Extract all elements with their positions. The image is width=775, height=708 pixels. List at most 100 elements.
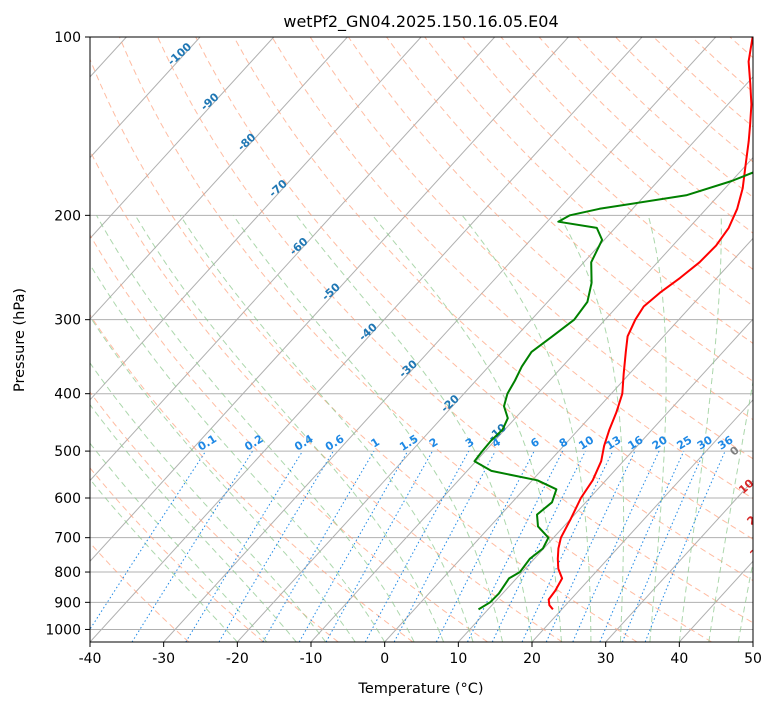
isotherm-line — [90, 37, 275, 240]
dry-adiabat — [90, 313, 414, 642]
isotherm-label: -80 — [235, 130, 259, 153]
moist-adiabat — [647, 215, 667, 642]
moist-adiabat-label: 20 — [745, 508, 765, 528]
x-tick-label: 10 — [449, 651, 467, 667]
x-tick-label: -10 — [300, 651, 323, 667]
dry-adiabat — [347, 37, 753, 421]
mixing-ratio-line — [325, 450, 433, 642]
profile-series — [473, 37, 753, 611]
isotherm-line — [90, 37, 643, 642]
moist-adiabat — [134, 215, 445, 642]
dry-adiabat — [195, 37, 753, 582]
isotherm-line — [752, 641, 753, 642]
isotherm-label: -70 — [266, 177, 290, 200]
dry-adiabat — [90, 391, 339, 642]
dry-adiabat — [653, 37, 753, 128]
mixing-ratio-label: 10 — [576, 433, 596, 452]
mixing-ratio-line — [364, 450, 470, 642]
dry-adiabat — [90, 58, 638, 642]
x-tick-label: 20 — [523, 651, 541, 667]
mixing-ratio-label: 1 — [369, 435, 382, 450]
moist-adiabat — [96, 215, 415, 642]
series-line-dewpoint — [473, 171, 753, 611]
y-tick-label: 800 — [54, 565, 81, 581]
moist-adiabat — [232, 215, 503, 642]
mixing-ratio-label: 25 — [674, 433, 694, 452]
moist-adiabat — [90, 315, 356, 642]
y-tick-label: 400 — [54, 387, 81, 403]
mixing-ratio-label: 3 — [463, 435, 476, 450]
mixing-ratio-line — [621, 450, 705, 642]
y-tick-label: 1000 — [45, 622, 81, 638]
moist-adiabat-label: 10 — [736, 477, 756, 497]
dry-adiabat — [538, 37, 753, 234]
moist-adiabat — [708, 379, 753, 642]
dry-adiabat — [90, 234, 488, 642]
mixing-ratio-label: 0.4 — [292, 432, 316, 454]
y-tick-label: 300 — [54, 313, 81, 329]
y-tick-label: 900 — [54, 595, 81, 611]
isotherm-line — [605, 479, 753, 642]
dry-adiabat — [90, 542, 190, 642]
dry-adiabat — [424, 37, 753, 344]
mixing-ratio-label: 30 — [695, 433, 715, 452]
dry-adiabat — [90, 467, 264, 642]
isotherm-line — [90, 37, 422, 401]
mixing-ratio-label: 8 — [557, 435, 570, 450]
mixing-ratio-line — [90, 450, 207, 631]
mixing-ratio-line — [491, 450, 586, 642]
moist-adiabat — [90, 362, 327, 642]
moist-adiabat — [90, 263, 386, 642]
moist-adiabat — [678, 215, 722, 642]
x-axis-title: Temperature (°C) — [357, 681, 483, 697]
dry-adiabat — [233, 37, 753, 540]
y-tick-label: 600 — [54, 491, 81, 507]
mixing-ratio-label: 2 — [427, 435, 440, 450]
moist-adiabat — [737, 559, 753, 642]
moist-adiabat-label: 30 — [748, 541, 768, 561]
dry-adiabat — [90, 149, 563, 642]
mixing-ratio-line — [572, 450, 660, 642]
moist-adiabat — [90, 442, 268, 642]
dry-adiabat — [576, 37, 753, 198]
isotherm-label: -50 — [319, 280, 343, 303]
y-tick-label: 200 — [54, 208, 81, 224]
isotherm-label: -30 — [396, 357, 420, 380]
dry-adiabat — [462, 37, 753, 307]
isotherm-line — [90, 37, 348, 320]
dry-adiabat — [118, 37, 712, 642]
moist-adiabat — [461, 214, 592, 642]
mixing-ratio-line — [218, 450, 334, 642]
mixing-ratio-label: 0.1 — [196, 432, 219, 453]
dry-adiabat — [157, 37, 753, 624]
x-tick-label: -20 — [226, 651, 249, 667]
mixing-ratio-line — [467, 450, 564, 642]
x-tick-label: 50 — [744, 651, 762, 667]
axes: -40 -30 -20 -10 0 10 20 30 40 5010020030040050060… — [45, 30, 762, 667]
dry-adiabat — [309, 37, 753, 460]
dry-adiabat — [271, 37, 753, 500]
isotherm-label: -40 — [356, 320, 380, 343]
isotherm-label: -90 — [198, 90, 222, 113]
mixing-ratio-line — [599, 450, 685, 642]
mixing-ratio-label: 1.5 — [397, 432, 420, 453]
plot-frame — [89, 36, 754, 643]
mixing-ratio-label: 0.6 — [323, 432, 347, 454]
isopleth-labels: 0.1 0.2 0.4 0.6 1 1.5 2 3 4 6 8 10 13 16 20 25 30 36-100-… — [165, 40, 768, 561]
isotherm-line — [90, 37, 496, 482]
isotherm-line — [90, 37, 569, 563]
y-tick-label: 100 — [54, 30, 81, 46]
mixing-ratio-label: 6 — [528, 435, 542, 450]
y-axis-title: Pressure (hPa) — [12, 288, 28, 392]
dry-adiabat — [386, 37, 753, 382]
mixing-ratio-line — [644, 450, 726, 642]
y-tick-label: 700 — [54, 531, 81, 547]
isotherm-line — [531, 399, 753, 642]
x-tick-label: -40 — [79, 651, 102, 667]
isotherm-line — [236, 76, 753, 642]
x-tick-label: 30 — [597, 651, 615, 667]
series-line-temperature — [547, 37, 753, 611]
isotherm-label: -20 — [438, 392, 462, 415]
